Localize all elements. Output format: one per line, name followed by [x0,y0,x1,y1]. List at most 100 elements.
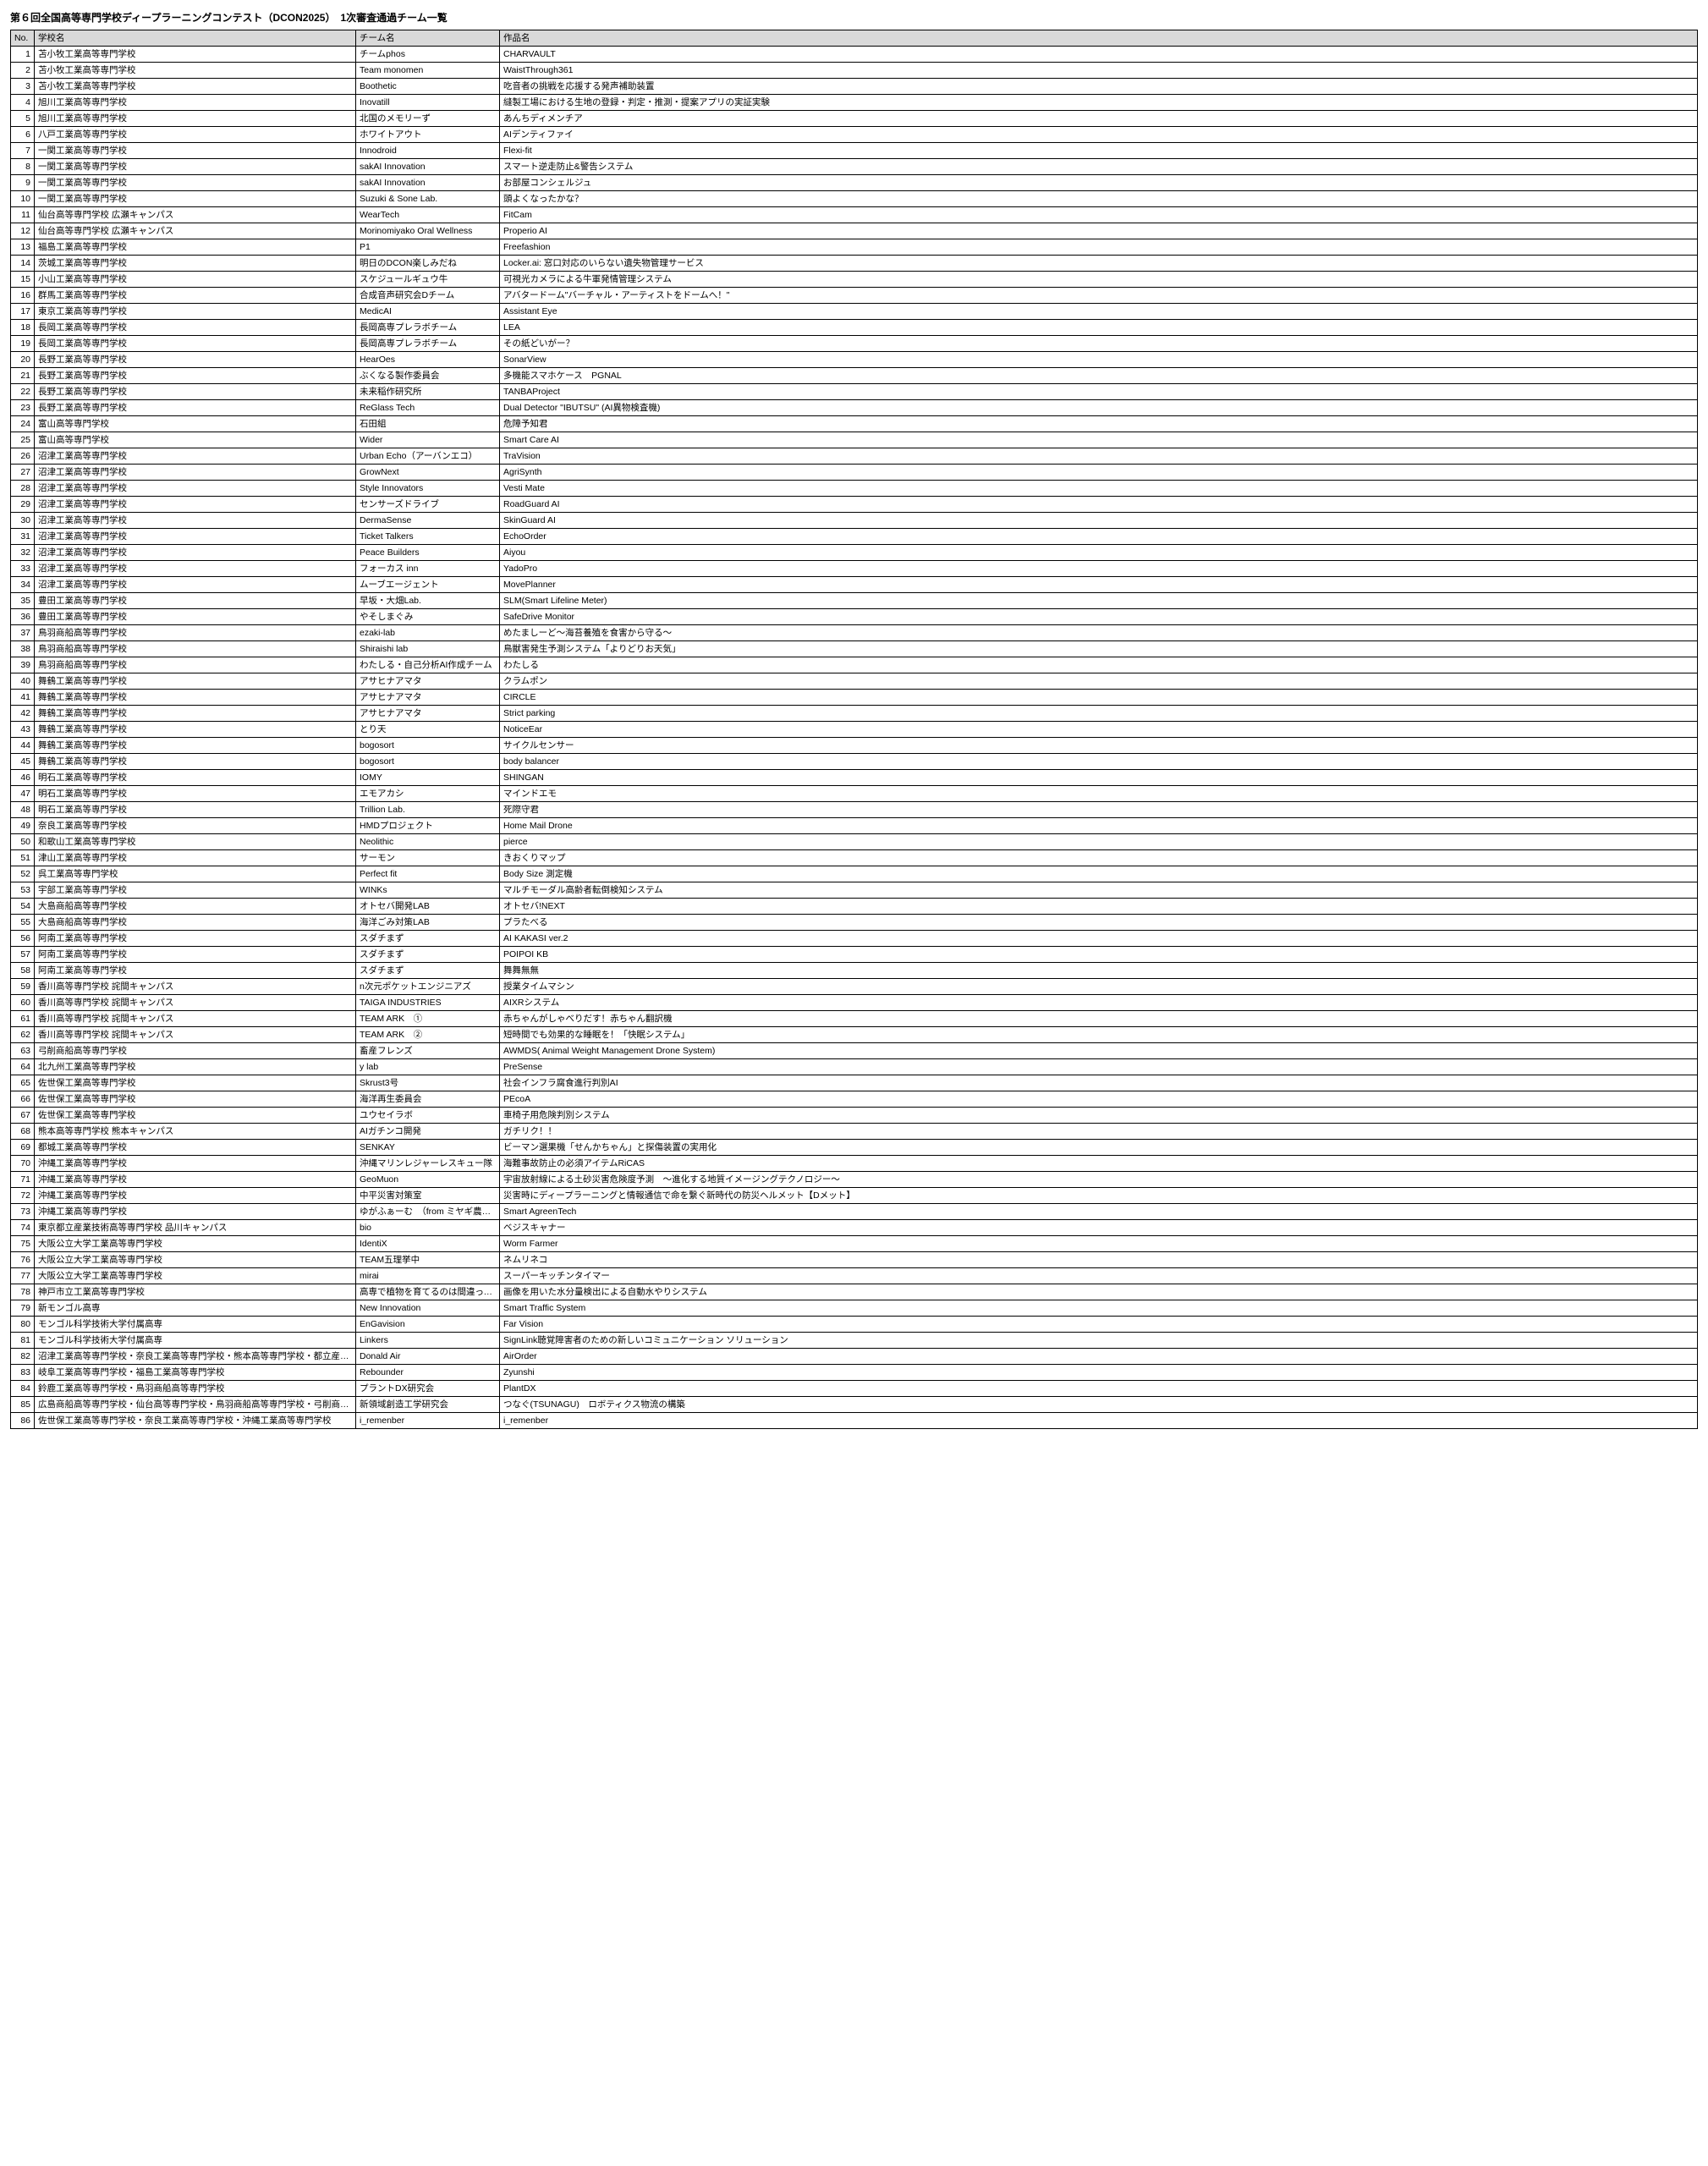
cell-school: 舞鶴工業高等専門学校 [35,690,356,706]
cell-work: SonarView [500,352,1698,368]
cell-work: Worm Farmer [500,1236,1698,1252]
cell-work: POIPOI KB [500,947,1698,963]
table-row: 79新モンゴル高専New InnovationSmart Traffic Sys… [11,1300,1698,1317]
cell-team: TEAM五理挙中 [356,1252,500,1268]
cell-team: 海洋ごみ対策LAB [356,915,500,931]
cell-no: 2 [11,63,35,79]
cell-work: PEcoA [500,1091,1698,1108]
cell-team: TEAM ARK ② [356,1027,500,1043]
cell-work: body balancer [500,754,1698,770]
cell-no: 53 [11,882,35,899]
cell-team: スダチまず [356,963,500,979]
cell-no: 73 [11,1204,35,1220]
cell-school: 香川高等専門学校 詫間キャンパス [35,1011,356,1027]
cell-work: 赤ちゃんがしゃべりだす！赤ちゃん翻訳機 [500,1011,1698,1027]
cell-school: 宇部工業高等専門学校 [35,882,356,899]
cell-school: 旭川工業高等専門学校 [35,111,356,127]
table-row: 85広島商船高等専門学校・仙台高等専門学校・鳥羽商船高等専門学校・弓削商船高等専… [11,1397,1698,1413]
cell-school: 香川高等専門学校 詫間キャンパス [35,979,356,995]
cell-work: YadoPro [500,561,1698,577]
table-row: 25富山高等専門学校WiderSmart Care AI [11,432,1698,448]
cell-school: 明石工業高等専門学校 [35,786,356,802]
cell-work: PreSense [500,1059,1698,1075]
cell-work: ビーマン選果機「せんかちゃん」と探傷装置の実用化 [500,1140,1698,1156]
header-team: チーム名 [356,30,500,47]
cell-team: チームphos [356,47,500,63]
table-row: 71沖縄工業高等専門学校GeoMuon宇宙放射線による土砂災害危険度予測 ～進化… [11,1172,1698,1188]
cell-team: Team monomen [356,63,500,79]
cell-school: 苫小牧工業高等専門学校 [35,63,356,79]
cell-work: 鳥獣害発生予測システム「よりどりお天気」 [500,641,1698,657]
table-row: 9一関工業高等専門学校sakAI Innovationお部屋コンシェルジュ [11,175,1698,191]
table-row: 4旭川工業高等専門学校Inovatill縫製工場における生地の登録・判定・推測・… [11,95,1698,111]
cell-school: 沼津工業高等専門学校 [35,561,356,577]
cell-work: 頭よくなったかな？ [500,191,1698,207]
table-header-row: No. 学校名 チーム名 作品名 [11,30,1698,47]
cell-team: bogosort [356,754,500,770]
cell-no: 49 [11,818,35,834]
cell-work: プラたべる [500,915,1698,931]
table-row: 81モンゴル科学技術大学付属高専LinkersSignLink聴覚障害者のための… [11,1333,1698,1349]
cell-no: 31 [11,529,35,545]
cell-school: 沼津工業高等専門学校 [35,497,356,513]
cell-no: 57 [11,947,35,963]
table-row: 23長野工業高等専門学校ReGlass TechDual Detector "I… [11,400,1698,416]
cell-no: 83 [11,1365,35,1381]
cell-school: 苫小牧工業高等専門学校 [35,79,356,95]
cell-school: 鳥羽商船高等専門学校 [35,625,356,641]
cell-no: 80 [11,1317,35,1333]
cell-no: 17 [11,304,35,320]
cell-no: 7 [11,143,35,159]
cell-no: 32 [11,545,35,561]
cell-work: Smart Care AI [500,432,1698,448]
cell-no: 20 [11,352,35,368]
cell-no: 81 [11,1333,35,1349]
cell-work: Zyunshi [500,1365,1698,1381]
table-row: 12仙台高等専門学校 広瀬キャンパスMorinomiyako Oral Well… [11,223,1698,239]
cell-work: NoticeEar [500,722,1698,738]
cell-work: 縫製工場における生地の登録・判定・推測・提案アプリの実証実験 [500,95,1698,111]
cell-team: フォーカス inn [356,561,500,577]
cell-school: 小山工業高等専門学校 [35,272,356,288]
cell-no: 10 [11,191,35,207]
cell-no: 74 [11,1220,35,1236]
cell-work: CHARVAULT [500,47,1698,63]
cell-team: 高専で植物を育てるのは間違っているだろうか [356,1284,500,1300]
cell-work: Body Size 測定機 [500,866,1698,882]
cell-team: ezaki-lab [356,625,500,641]
cell-team: 長岡高専プレラボチーム [356,336,500,352]
cell-team: mirai [356,1268,500,1284]
cell-no: 39 [11,657,35,673]
table-row: 1苫小牧工業高等専門学校チームphosCHARVAULT [11,47,1698,63]
cell-school: 一関工業高等専門学校 [35,191,356,207]
table-row: 45舞鶴工業高等専門学校bogosortbody balancer [11,754,1698,770]
table-row: 82沼津工業高等専門学校・奈良工業高等専門学校・熊本高等専門学校・都立産業技術高… [11,1349,1698,1365]
cell-team: エモアカシ [356,786,500,802]
table-row: 22長野工業高等専門学校未来稲作研究所TANBAProject [11,384,1698,400]
cell-work: あんちディメンチア [500,111,1698,127]
cell-work: AI KAKASI ver.2 [500,931,1698,947]
table-row: 31沼津工業高等専門学校Ticket TalkersEchoOrder [11,529,1698,545]
cell-school: 北九州工業高等専門学校 [35,1059,356,1075]
cell-school: 津山工業高等専門学校 [35,850,356,866]
cell-school: 舞鶴工業高等専門学校 [35,738,356,754]
cell-no: 47 [11,786,35,802]
cell-no: 64 [11,1059,35,1075]
cell-work: Smart AgreenTech [500,1204,1698,1220]
cell-no: 13 [11,239,35,256]
table-row: 32沼津工業高等専門学校Peace BuildersAiyou [11,545,1698,561]
table-row: 3苫小牧工業高等専門学校Boothetic吃音者の挑戦を応援する発声補助装置 [11,79,1698,95]
cell-team: sakAI Innovation [356,175,500,191]
cell-school: 沼津工業高等専門学校 [35,465,356,481]
cell-no: 23 [11,400,35,416]
cell-no: 56 [11,931,35,947]
cell-no: 76 [11,1252,35,1268]
table-row: 40舞鶴工業高等専門学校アサヒナアマタクラムポン [11,673,1698,690]
cell-work: アバタードーム"バーチャル・アーティストをドームへ！" [500,288,1698,304]
cell-school: 沖縄工業高等専門学校 [35,1172,356,1188]
page-title: 第６回全国高等専門学校ディープラーニングコンテスト（DCON2025） 1次審査… [10,10,1698,25]
cell-school: 東京工業高等専門学校 [35,304,356,320]
cell-work: 可視光カメラによる牛軍発情管理システム [500,272,1698,288]
cell-school: 苫小牧工業高等専門学校 [35,47,356,63]
table-row: 64北九州工業高等専門学校y labPreSense [11,1059,1698,1075]
